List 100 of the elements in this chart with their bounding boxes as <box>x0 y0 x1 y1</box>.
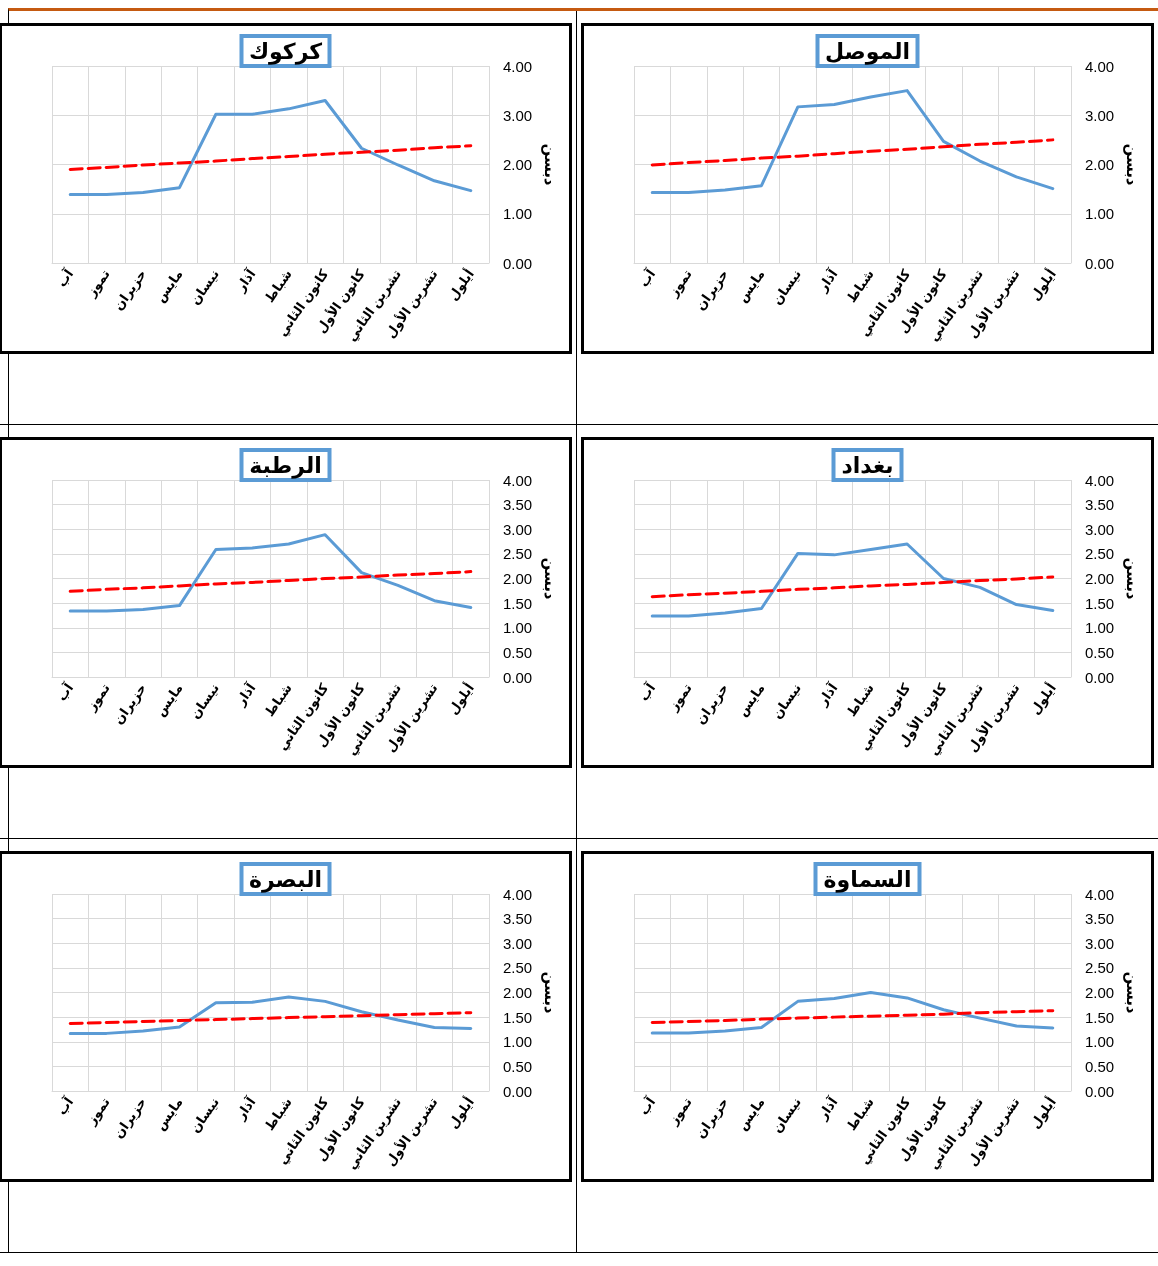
x-tick-label: أيلول <box>444 1094 477 1132</box>
x-tick-label: مايس <box>152 266 186 305</box>
x-tick-label: نيسان <box>187 680 223 722</box>
y-axis-title: دبسن <box>1123 971 1142 1014</box>
y-tick-label: 1.00 <box>503 619 533 637</box>
y-tick-label: 1.00 <box>503 205 533 223</box>
y-tick-label: 3.50 <box>503 496 533 514</box>
line-series <box>650 575 1055 599</box>
x-tick-label: نيسان <box>187 1094 223 1136</box>
y-axis-title: دبسن <box>1123 143 1142 186</box>
x-tick-label: تموز <box>83 266 113 301</box>
y-tick-label: 1.50 <box>1085 594 1115 612</box>
y-tick-label: 2.50 <box>1085 545 1115 563</box>
y-tick-label: 3.50 <box>1085 496 1115 514</box>
x-tick-label: حزيران <box>692 1094 732 1141</box>
y-tick-label: 2.00 <box>503 156 533 173</box>
x-tick-label: شباط <box>843 1094 877 1134</box>
y-tick-label: 4.00 <box>1085 57 1115 75</box>
y-tick-label: 4.00 <box>503 57 533 75</box>
line-series <box>650 542 1055 618</box>
y-tick-label: 2.00 <box>503 984 533 1001</box>
chart-title: الموصل <box>824 38 911 65</box>
x-tick-label: مايس <box>734 266 768 305</box>
chart-title: كركوك <box>248 38 323 65</box>
y-axis-title: دبسن <box>541 971 560 1014</box>
y-tick-label: 4.00 <box>503 885 533 903</box>
x-tick-label: مايس <box>152 1094 186 1133</box>
x-tick-label: تموز <box>665 266 695 301</box>
y-tick-label: 1.50 <box>503 594 533 612</box>
y-tick-label: 4.00 <box>1085 885 1115 903</box>
y-tick-label: 1.00 <box>1085 205 1115 223</box>
line-series <box>650 138 1055 167</box>
x-tick-label: أيلول <box>444 680 477 718</box>
y-tick-label: 3.00 <box>1085 934 1115 952</box>
y-tick-label: 4.00 <box>503 471 533 489</box>
chart-title: السماوة <box>823 866 912 893</box>
y-tick-label: 1.50 <box>1085 1008 1115 1026</box>
x-tick-label: آذار <box>231 1093 259 1124</box>
x-tick-label: شباط <box>261 266 295 306</box>
y-tick-label: 4.00 <box>1085 471 1115 489</box>
x-tick-label: تموز <box>83 680 113 715</box>
y-tick-label: 2.00 <box>1085 156 1115 173</box>
x-tick-label: آب <box>53 1093 77 1118</box>
y-tick-label: 3.00 <box>1085 106 1115 124</box>
x-tick-label: مايس <box>734 680 768 719</box>
x-tick-label: آذار <box>231 265 259 296</box>
x-tick-label: تموز <box>665 1094 695 1129</box>
x-tick-label: آذار <box>813 1093 841 1124</box>
y-axis-title: دبسن <box>541 557 560 600</box>
y-tick-label: 0.00 <box>1085 668 1115 686</box>
x-tick-label: نيسان <box>769 680 805 722</box>
line-series <box>68 98 473 197</box>
x-tick-label: شباط <box>843 266 877 306</box>
y-tick-label: 0.00 <box>1085 1082 1115 1100</box>
chart-title: البصرة <box>248 866 323 893</box>
x-tick-label: آذار <box>813 679 841 710</box>
x-tick-label: أيلول <box>1026 1094 1059 1132</box>
x-tick-label: نيسان <box>769 266 805 308</box>
x-tick-label: تموز <box>665 680 695 715</box>
y-axis-title: دبسن <box>541 143 560 186</box>
y-tick-label: 0.00 <box>503 1082 533 1100</box>
line-series <box>68 995 473 1035</box>
y-tick-label: 0.00 <box>503 668 533 686</box>
line-series <box>650 991 1055 1035</box>
x-tick-label: آب <box>635 265 659 290</box>
x-tick-label: نيسان <box>187 266 223 308</box>
y-tick-label: 2.50 <box>503 545 533 563</box>
x-tick-label: تموز <box>83 1094 113 1129</box>
x-tick-label: آب <box>53 265 77 290</box>
x-tick-label: آب <box>635 1093 659 1118</box>
y-tick-label: 0.00 <box>503 254 533 272</box>
x-tick-label: آذار <box>231 679 259 710</box>
line-series <box>650 1009 1055 1025</box>
x-tick-label: مايس <box>734 1094 768 1133</box>
y-tick-label: 3.00 <box>503 520 533 538</box>
x-tick-label: حزيران <box>110 266 150 313</box>
x-tick-label: شباط <box>843 680 877 720</box>
y-tick-label: 1.00 <box>503 1033 533 1051</box>
y-tick-label: 1.50 <box>503 1008 533 1026</box>
x-tick-label: أيلول <box>444 266 477 304</box>
y-tick-label: 2.50 <box>1085 959 1115 977</box>
y-tick-label: 1.00 <box>1085 619 1115 637</box>
y-tick-label: 2.00 <box>503 570 533 587</box>
y-tick-label: 3.00 <box>503 934 533 952</box>
y-tick-label: 0.00 <box>1085 254 1115 272</box>
chart-title: بغداد <box>841 452 894 478</box>
y-tick-label: 3.00 <box>1085 520 1115 538</box>
x-tick-label: حزيران <box>110 680 150 727</box>
line-series <box>650 89 1055 195</box>
y-tick-label: 3.50 <box>503 910 533 928</box>
y-tick-label: 3.00 <box>503 106 533 124</box>
y-tick-label: 3.50 <box>1085 910 1115 928</box>
y-tick-label: 2.50 <box>503 959 533 977</box>
x-tick-label: آذار <box>813 265 841 296</box>
y-tick-label: 2.00 <box>1085 570 1115 587</box>
x-tick-label: آب <box>53 679 77 704</box>
x-tick-label: حزيران <box>110 1094 150 1141</box>
x-tick-label: حزيران <box>692 680 732 727</box>
line-series <box>68 533 473 613</box>
line-series <box>68 570 473 593</box>
